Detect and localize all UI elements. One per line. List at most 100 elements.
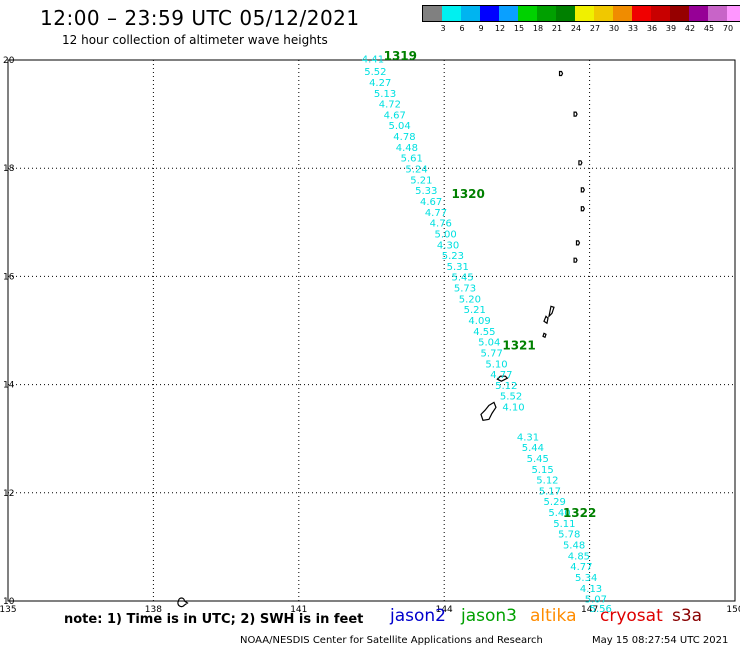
swh-point: 5.07 xyxy=(585,595,607,606)
legend-label: 33 xyxy=(627,24,639,33)
x-tick-label: 135 xyxy=(0,605,17,615)
swh-point: 5.34 xyxy=(575,573,597,584)
island-rota xyxy=(496,375,509,382)
swh-point: 5.45 xyxy=(451,273,473,284)
footer-note: note: 1) Time is in UTC; 2) SWH is in fe… xyxy=(64,612,364,627)
swh-point: 5.61 xyxy=(401,154,423,165)
legend-swatch xyxy=(480,6,499,21)
swh-point: 5.13 xyxy=(374,89,396,100)
satellite-s3a: s3a xyxy=(672,606,703,626)
legend-label: 12 xyxy=(494,24,506,33)
swh-point: 5.48 xyxy=(563,541,585,552)
pass-label: 1321 xyxy=(502,338,535,352)
legend-label: 42 xyxy=(684,24,696,33)
legend-label: 70 xyxy=(722,24,734,33)
swh-point: 5.11 xyxy=(553,519,575,530)
swh-point: 4.27 xyxy=(369,78,391,89)
legend-label: 27 xyxy=(589,24,601,33)
swh-point: 4.10 xyxy=(502,403,524,414)
swh-point: 4.77 xyxy=(570,562,592,573)
swh-point: 5.73 xyxy=(454,284,476,295)
swh-point: 4.77 xyxy=(425,208,447,219)
swh-point: 4.76 xyxy=(430,219,452,230)
swh-point: 5.00 xyxy=(435,229,457,240)
swh-point: 5.33 xyxy=(415,186,437,197)
legend-label: 18 xyxy=(532,24,544,33)
x-tick-label: 147 xyxy=(581,605,598,615)
x-tick-label: 144 xyxy=(436,605,453,615)
x-tick-label: 141 xyxy=(290,605,307,615)
map-frame xyxy=(7,59,736,602)
legend-label: 30 xyxy=(608,24,620,33)
y-tick-label: 14 xyxy=(3,381,15,391)
legend-swatch xyxy=(556,6,575,21)
y-tick-label: 12 xyxy=(3,489,14,499)
island-alamagan xyxy=(575,240,581,246)
y-tick-label: 10 xyxy=(3,597,15,607)
pass-label: 1320 xyxy=(451,187,484,201)
island-saipan xyxy=(543,305,555,325)
legend-color-bar xyxy=(422,5,740,22)
legend-label: 36 xyxy=(646,24,658,33)
swh-point: 5.40 xyxy=(548,508,570,519)
swh-point: 4.72 xyxy=(379,100,401,111)
legend-swatch xyxy=(442,6,461,21)
swh-point: 5.29 xyxy=(544,497,566,508)
axis-tick-labels: 135 138 141 144 147 150 10 12 14 16 18 20 xyxy=(0,56,740,615)
swh-point: 5.56 xyxy=(590,604,612,615)
swh-point: 5.04 xyxy=(478,338,500,349)
island-ngulu xyxy=(177,597,189,608)
swh-point: 5.77 xyxy=(481,348,503,359)
legend-swatch xyxy=(727,6,740,21)
legend-label: 39 xyxy=(665,24,677,33)
footer-timestamp: May 15 08:27:54 UTC 2021 xyxy=(592,635,729,646)
island-farallon-de-pajaros xyxy=(558,70,564,77)
footer-center: NOAA/NESDIS Center for Satellite Applica… xyxy=(240,635,543,646)
swh-point: 5.12 xyxy=(495,381,517,392)
y-tick-label: 20 xyxy=(3,56,15,66)
legend-label: 45 xyxy=(703,24,715,33)
legend-swatch xyxy=(651,6,670,21)
x-tick-label: 138 xyxy=(145,605,162,615)
swh-point: 5.12 xyxy=(536,476,558,487)
swh-point: 5.52 xyxy=(500,392,522,403)
satellite-jason2: jason2 xyxy=(390,606,446,626)
legend-label: 3 xyxy=(440,24,446,33)
legend-swatch xyxy=(594,6,613,21)
legend-swatch xyxy=(670,6,689,21)
swh-points: 4.415.524.275.134.724.675.044.784.485.61… xyxy=(362,55,612,615)
legend-label: 9 xyxy=(478,24,484,33)
footer-credit: NOAA/NESDIS Center for Satellite Applica… xyxy=(240,635,728,646)
swh-point: 4.67 xyxy=(384,110,406,121)
swh-point: 5.20 xyxy=(459,294,481,305)
legend-swatch xyxy=(689,6,708,21)
satellite-altika: altika xyxy=(530,606,577,626)
swh-point: 4.77 xyxy=(490,370,512,381)
legend-swatch xyxy=(423,6,442,21)
swh-point: 5.04 xyxy=(388,121,410,132)
map-title: 12:00 – 23:59 UTC 05/12/2021 xyxy=(40,6,360,30)
swh-point: 5.24 xyxy=(405,165,427,176)
swh-point: 5.10 xyxy=(485,359,507,370)
swh-point: 4.67 xyxy=(420,197,442,208)
swh-point: 4.13 xyxy=(580,584,602,595)
swh-point: 4.55 xyxy=(473,327,495,338)
island-tinian xyxy=(542,332,547,339)
swh-point: 5.45 xyxy=(527,454,549,465)
x-tick-label: 150 xyxy=(726,605,740,615)
swh-point: 5.44 xyxy=(522,443,544,454)
legend-label: 15 xyxy=(513,24,525,33)
island-outlines xyxy=(177,70,586,608)
swh-point: 5.17 xyxy=(539,486,561,497)
swh-point: 4.48 xyxy=(396,143,418,154)
island-asuncion xyxy=(578,160,583,166)
swh-point: 4.30 xyxy=(437,240,459,251)
legend-swatch xyxy=(499,6,518,21)
pass-label: 1319 xyxy=(384,49,417,63)
swh-point: 5.21 xyxy=(464,305,486,316)
legend-swatch xyxy=(518,6,537,21)
island-guguan xyxy=(573,257,578,263)
pass-label: 1322 xyxy=(563,506,596,520)
